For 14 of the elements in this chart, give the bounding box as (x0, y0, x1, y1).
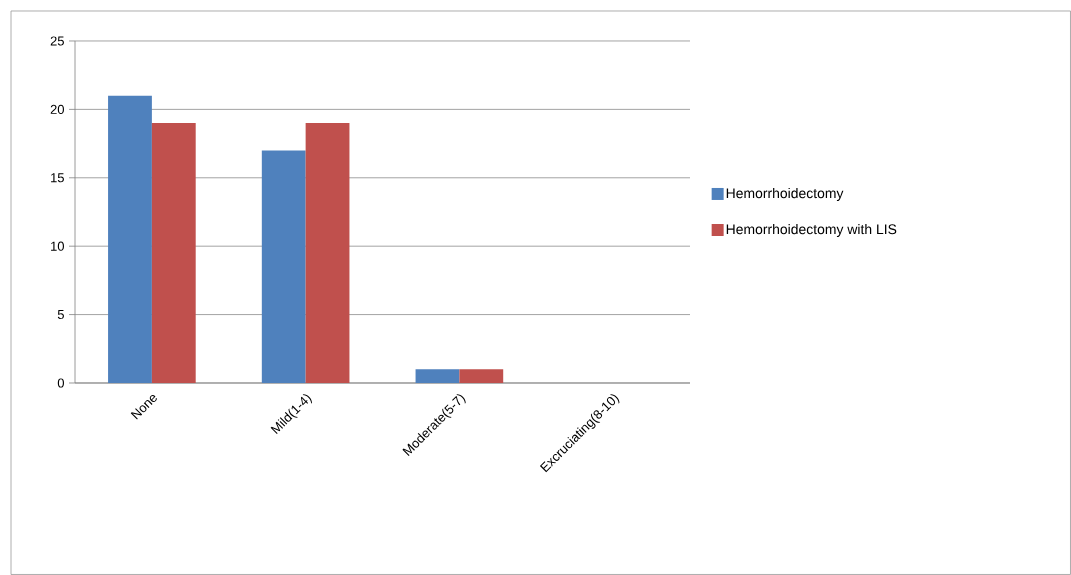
y-tick-label: 5 (57, 310, 64, 320)
bar (459, 369, 504, 383)
bar (108, 95, 152, 383)
y-tick-label: 15 (51, 173, 64, 183)
y-tick-label: 0 (57, 378, 64, 388)
y-tick-label: 10 (51, 241, 64, 251)
y-tick-label: 25 (50, 36, 64, 46)
bar (261, 150, 306, 383)
bar (305, 123, 350, 383)
legend-label: Hemorrhoidectomy (726, 187, 844, 201)
legend-label: Hemorrhoidectomy with LIS (726, 223, 897, 237)
bar (151, 123, 196, 383)
bar (415, 369, 460, 383)
y-tick-label: 20 (50, 104, 64, 114)
